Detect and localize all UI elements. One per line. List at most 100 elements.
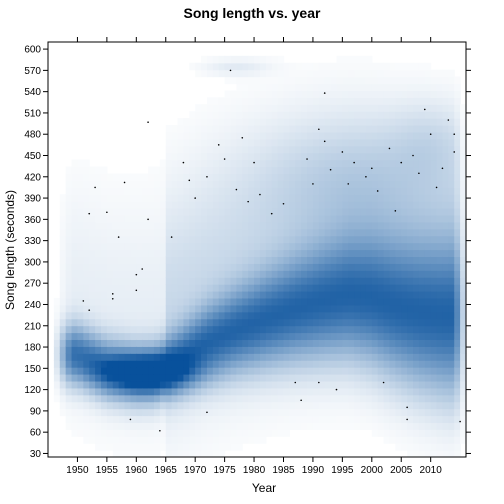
density-cell: [283, 353, 290, 361]
density-cell: [436, 83, 444, 92]
density-cell: [448, 318, 455, 327]
density-cell: [307, 201, 314, 209]
density-cell: [83, 159, 90, 168]
density-cell: [289, 394, 296, 403]
density-cell: [454, 214, 461, 223]
density-cell: [218, 408, 226, 417]
density-cell: [336, 187, 343, 195]
density-cell: [407, 62, 414, 71]
density-cell: [360, 90, 367, 98]
density-cell: [189, 429, 196, 437]
density-cell: [224, 401, 232, 410]
density-cell: [348, 104, 355, 112]
density-cell: [189, 367, 196, 375]
density-cell: [277, 360, 285, 368]
density-cell: [342, 367, 349, 375]
density-cell: [259, 180, 267, 188]
density-cell: [418, 408, 426, 417]
density-cell: [448, 360, 455, 368]
density-cell: [407, 401, 414, 410]
density-cell: [383, 401, 391, 410]
density-cell: [195, 214, 202, 223]
density-cell: [130, 339, 137, 347]
density-cell: [171, 208, 179, 216]
density-cell: [401, 145, 408, 154]
density-cell: [307, 284, 314, 292]
density-cell: [83, 374, 90, 382]
density-cell: [383, 187, 391, 195]
density-cell: [277, 422, 285, 430]
density-cell: [59, 249, 67, 258]
density-cell: [383, 360, 391, 368]
density-cell: [165, 401, 173, 410]
density-cell: [212, 118, 220, 126]
density-cell: [118, 394, 126, 403]
density-cell: [189, 159, 196, 168]
density-cell: [100, 284, 108, 292]
density-cell: [95, 374, 102, 382]
density-cell: [206, 249, 214, 258]
density-cell: [318, 69, 326, 78]
density-cell: [454, 208, 461, 216]
density-cell: [159, 249, 167, 258]
density-cell: [171, 436, 179, 444]
density-cell: [112, 325, 120, 334]
density-cell: [354, 284, 361, 292]
density-cell: [312, 62, 320, 71]
density-cell: [195, 62, 202, 71]
density-cell: [189, 332, 196, 341]
density-cell: [424, 408, 432, 417]
density-cell: [189, 173, 196, 181]
density-cell: [254, 277, 261, 285]
density-cell: [354, 76, 361, 85]
density-cell: [118, 422, 126, 430]
density-cell: [336, 339, 343, 347]
density-cell: [407, 318, 414, 327]
density-cell: [289, 332, 296, 341]
density-cell: [218, 228, 226, 237]
density-cell: [365, 380, 373, 389]
density-cell: [289, 401, 296, 410]
density-cell: [324, 325, 332, 334]
density-cell: [330, 277, 338, 285]
density-cell: [265, 408, 273, 417]
density-cell: [389, 297, 396, 306]
density-cell: [424, 69, 432, 78]
density-cell: [59, 242, 67, 251]
density-cell: [83, 360, 90, 368]
density-cell: [254, 97, 261, 105]
density-cell: [265, 166, 273, 175]
density-cell: [89, 166, 96, 175]
density-cell: [112, 443, 120, 451]
density-cell: [201, 284, 208, 292]
density-cell: [259, 97, 267, 105]
density-cell: [342, 159, 349, 168]
density-cell: [318, 304, 326, 313]
density-cell: [224, 429, 232, 437]
density-cell: [183, 291, 190, 299]
density-cell: [383, 180, 391, 188]
density-cell: [430, 387, 438, 396]
density-cell: [365, 208, 373, 216]
density-cell: [177, 208, 185, 216]
density-cell: [383, 422, 391, 430]
density-cell: [360, 263, 367, 271]
density-cell: [148, 415, 155, 424]
density-cell: [195, 332, 202, 341]
density-cell: [442, 291, 449, 299]
density-cell: [330, 152, 338, 161]
density-cell: [218, 131, 226, 140]
density-cell: [177, 318, 185, 327]
density-cell: [201, 111, 208, 119]
density-cell: [318, 194, 326, 202]
density-cell: [83, 187, 90, 195]
density-cell: [206, 228, 214, 237]
density-cell: [89, 332, 96, 341]
density-cell: [148, 401, 155, 410]
density-cell: [242, 380, 249, 389]
density-cell: [171, 242, 179, 251]
density-cell: [230, 111, 237, 119]
outlier-point: [347, 183, 350, 185]
density-cell: [277, 145, 285, 154]
density-cell: [118, 339, 126, 347]
